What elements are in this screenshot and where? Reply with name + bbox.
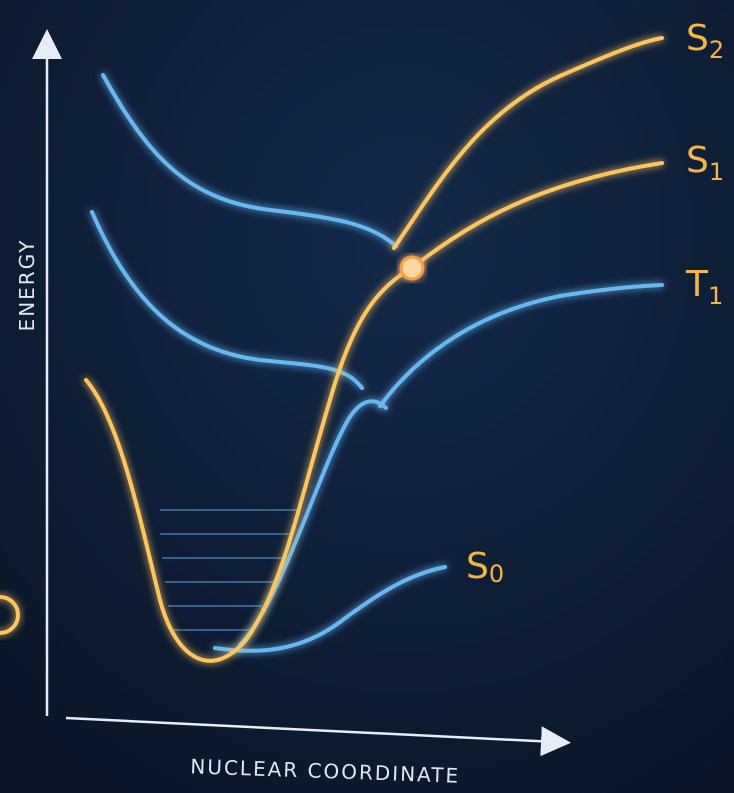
page: {"axes": {"y_label": "ENERGY", "x_label"… <box>0 0 734 793</box>
y-axis-label: ENERGY <box>15 239 39 332</box>
label-part: T <box>685 264 709 305</box>
label-part: S <box>466 546 489 587</box>
label-part: 1 <box>709 158 724 186</box>
label-part: 0 <box>489 560 504 588</box>
label-part: 2 <box>709 36 724 64</box>
diagram: ENERGY NUCLEAR COORDINATE S2 S1 T1 S0 <box>0 0 734 793</box>
label-part: S <box>686 18 709 59</box>
background <box>0 0 734 793</box>
label-part: S <box>686 140 709 181</box>
crossing-point <box>401 257 423 279</box>
label-part: 1 <box>708 282 723 310</box>
